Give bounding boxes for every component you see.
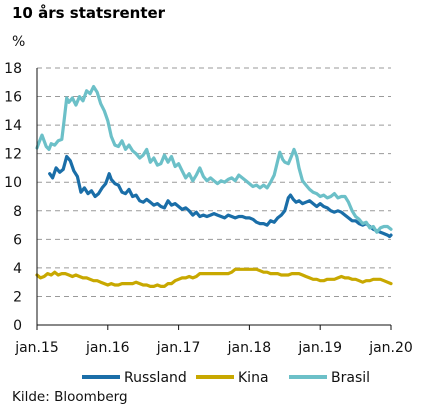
y-axis-ticks: 0 2 4 6 8 10 12 14 16 18 [4, 61, 22, 334]
y-tick-label: 14 [4, 118, 22, 134]
y-tick-label: 6 [13, 232, 22, 248]
x-tick-label: jan.17 [156, 340, 201, 356]
x-tick-label: jan.15 [14, 340, 59, 356]
gridlines [37, 67, 391, 297]
y-tick-label: 0 [13, 318, 22, 334]
y-tick-label: 4 [13, 261, 22, 277]
series-line-brasil [35, 85, 393, 234]
y-tick-label: 18 [4, 61, 22, 77]
series-lines [35, 85, 393, 288]
legend-label-russland: Russland [124, 370, 187, 386]
source-note: Kilde: Bloomberg [12, 389, 128, 405]
y-tick-label: 8 [13, 204, 22, 220]
legend-label-kina: Kina [238, 370, 269, 386]
series-line-kina [35, 267, 393, 288]
legend-label-brasil: Brasil [331, 370, 370, 386]
y-tick-label: 12 [4, 147, 22, 163]
x-tick-label: jan.16 [85, 340, 130, 356]
chart-title: 10 års statsrenter [12, 4, 166, 22]
legend: Russland Kina Brasil [82, 370, 370, 386]
x-tick-label: jan.19 [297, 340, 342, 356]
y-tick-label: 10 [4, 175, 22, 191]
x-axis-ticks: jan.15 jan.16 jan.17 jan.18 jan.19 jan.20 [14, 325, 413, 356]
series-line-russland [48, 154, 393, 239]
x-tick-label: jan.18 [227, 340, 272, 356]
y-tick-label: 2 [13, 289, 22, 305]
y-tick-label: 16 [4, 90, 22, 106]
x-tick-label: jan.20 [368, 340, 413, 356]
y-unit-label: % [12, 34, 25, 50]
